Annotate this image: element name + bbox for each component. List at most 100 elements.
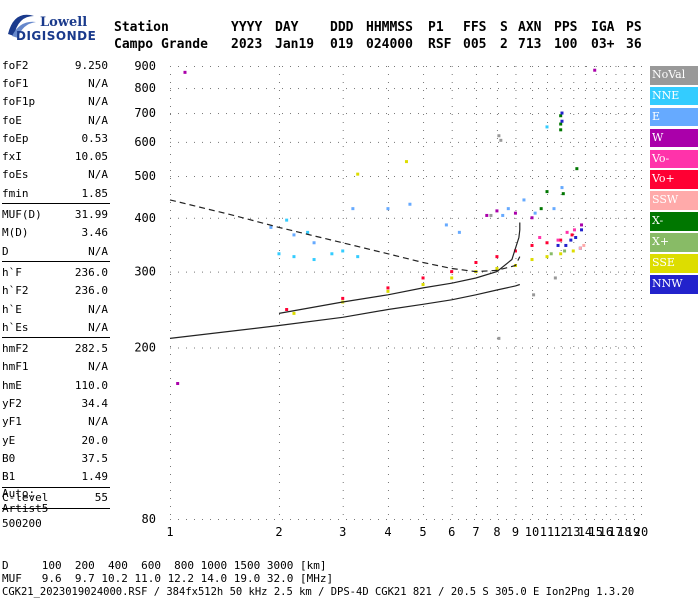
grid-dot <box>423 354 425 355</box>
grid-dot <box>547 266 549 267</box>
grid-dot <box>602 176 603 178</box>
grid-dot <box>234 271 235 273</box>
grid-dot <box>451 218 453 219</box>
grid-dot <box>442 113 443 115</box>
grid-dot <box>451 122 453 123</box>
grid-dot <box>560 370 562 371</box>
grid-dot <box>282 176 283 178</box>
grid-dot <box>624 450 626 451</box>
grid-dot <box>615 210 617 211</box>
grid-dot <box>514 271 515 273</box>
grid-dot <box>496 82 498 83</box>
grid-dot <box>560 162 562 163</box>
grid-dot <box>584 226 586 227</box>
grid-dot <box>274 66 275 67</box>
grid-dot <box>615 354 617 355</box>
grid-dot <box>641 218 642 219</box>
grid-dot <box>387 162 389 163</box>
auto-software: Artist5 <box>2 502 49 515</box>
param-separator <box>2 486 110 488</box>
grid-dot <box>387 482 389 483</box>
grid-dot <box>387 466 389 467</box>
grid-dot <box>370 519 371 520</box>
grid-dot <box>282 66 283 67</box>
grid-dot <box>194 347 195 349</box>
grid-dot <box>632 514 634 515</box>
grid-dot <box>554 141 555 143</box>
header-station-value: Campo Grande <box>114 37 208 52</box>
grid-dot <box>560 338 562 339</box>
grid-dot <box>387 114 389 115</box>
grid-dot <box>515 122 517 123</box>
grid-dot <box>615 450 617 451</box>
grid-dot <box>474 88 475 90</box>
grid-dot <box>451 418 453 419</box>
param-separator <box>2 508 110 510</box>
param-label: B0 <box>2 451 16 465</box>
grid-dot <box>202 519 203 520</box>
scatter-point-w <box>530 216 534 220</box>
grid-dot <box>387 98 389 99</box>
x-tick-label: 6 <box>448 525 455 539</box>
grid-dot <box>242 271 243 273</box>
grid-dot <box>605 162 607 163</box>
grid-dot <box>387 122 389 123</box>
grid-dot <box>210 347 211 349</box>
grid-dot <box>342 370 344 371</box>
grid-dot <box>451 162 453 163</box>
grid-dot <box>560 490 562 491</box>
grid-dot <box>615 98 617 99</box>
grid-dot <box>170 66 171 67</box>
grid-dot <box>387 306 389 307</box>
grid-dot <box>475 82 477 83</box>
scatter-point-e <box>444 223 448 227</box>
grid-dot <box>586 176 587 178</box>
grid-dot <box>475 506 477 507</box>
grid-dot <box>378 217 379 219</box>
grid-dot <box>632 98 634 99</box>
grid-dot <box>218 66 219 67</box>
grid-dot <box>475 186 477 187</box>
param-value: N/A <box>88 113 108 127</box>
grid-dot <box>632 346 634 347</box>
grid-dot <box>624 354 626 355</box>
grid-dot <box>641 514 642 515</box>
grid-dot <box>290 347 291 349</box>
grid-dot <box>306 347 307 349</box>
param-label: MUF(D) <box>2 208 42 222</box>
grid-dot <box>330 217 331 219</box>
param-row: yF2 34.4 <box>2 394 110 412</box>
header-iga-value: 03+ <box>591 37 615 52</box>
scatter-point-e <box>506 207 510 211</box>
grid-dot <box>194 217 195 219</box>
grid-dot <box>634 519 635 520</box>
grid-dot <box>615 114 617 115</box>
grid-dot <box>266 217 267 219</box>
scatter-point-x <box>559 128 563 132</box>
y-tick-label: 400 <box>134 211 156 225</box>
grid-dot <box>530 519 531 520</box>
grid-dot <box>387 330 389 331</box>
header-ps-value: 36 <box>626 37 642 52</box>
grid-dot <box>475 338 477 339</box>
grid-dot <box>346 519 347 520</box>
grid-dot <box>342 122 344 123</box>
grid-dot <box>560 194 562 195</box>
grid-dot <box>632 74 634 75</box>
grid-dot <box>584 354 586 355</box>
grid-dot <box>624 98 626 99</box>
scatter-point-nnw <box>560 111 564 115</box>
grid-dot <box>170 130 171 131</box>
grid-dot <box>475 218 477 219</box>
grid-dot <box>506 271 507 273</box>
param-label: D <box>2 244 9 258</box>
grid-dot <box>278 122 280 123</box>
grid-dot <box>584 74 586 75</box>
header-day-label: DAY <box>275 20 299 35</box>
grid-dot <box>515 114 517 115</box>
grid-dot <box>451 506 453 507</box>
grid-dot <box>595 418 597 419</box>
grid-dot <box>394 66 395 67</box>
grid-dot <box>626 113 627 115</box>
grid-dot <box>641 386 642 387</box>
